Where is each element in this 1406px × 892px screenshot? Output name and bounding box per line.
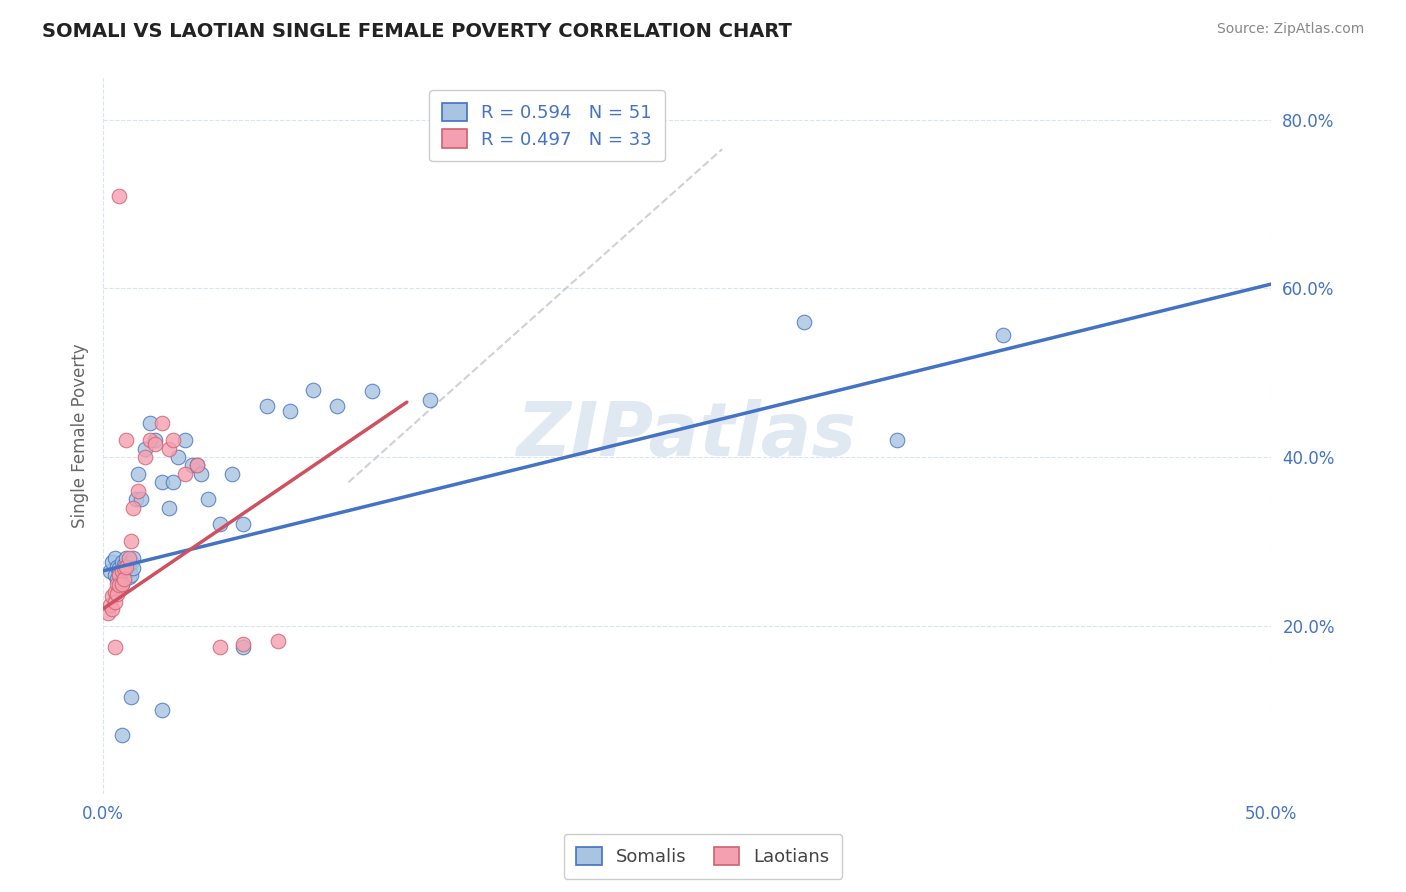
Point [325,400,347,414]
Point [101,602,124,616]
Point [108,578,131,592]
Point [118,559,141,574]
Point [104,640,127,654]
Point [150,416,173,430]
Point [190,467,212,481]
Point [174,433,197,447]
Point [419,392,441,407]
Point [105,587,128,601]
Point [108,561,131,575]
Point [125,492,148,507]
Point [115,433,138,447]
Point [157,500,180,515]
Point [186,458,208,473]
Point [157,442,180,456]
Point [115,551,138,566]
Point [105,576,128,591]
Point [122,500,145,515]
Point [256,400,278,414]
Point [134,442,156,456]
Point [120,534,142,549]
Point [208,640,231,654]
Point [108,566,131,581]
Point [101,589,124,603]
Point [118,570,141,584]
Point [112,572,135,586]
Point [180,458,202,473]
Point [129,492,152,507]
Point [104,568,127,582]
Point [98,598,121,612]
Point [111,556,134,570]
Y-axis label: Single Female Poverty: Single Female Poverty [72,343,89,528]
Point [108,568,131,582]
Point [167,450,190,464]
Point [120,568,142,582]
Point [105,572,128,586]
Point [108,188,131,202]
Point [112,570,135,584]
Point [360,384,382,399]
Point [97,606,120,620]
Point [221,467,243,481]
Point [186,458,208,473]
Point [115,559,138,574]
Point [150,703,173,717]
Point [118,551,141,566]
Point [267,633,290,648]
Point [232,517,254,532]
Point [122,551,145,566]
Point [104,585,127,599]
Point [127,483,149,498]
Point [174,467,197,481]
Point [111,728,134,742]
Point [991,327,1014,342]
Point [104,595,127,609]
Legend: R = 0.594   N = 51, R = 0.497   N = 33: R = 0.594 N = 51, R = 0.497 N = 33 [429,90,665,161]
Legend: Somalis, Laotians: Somalis, Laotians [564,834,842,879]
Point [208,517,231,532]
Point [112,561,135,575]
Point [134,450,156,464]
Point [302,383,325,397]
Point [139,416,162,430]
Point [105,559,128,574]
Point [143,433,166,447]
Point [162,433,184,447]
Point [197,492,219,507]
Point [143,437,166,451]
Point [98,564,121,578]
Text: SOMALI VS LAOTIAN SINGLE FEMALE POVERTY CORRELATION CHART: SOMALI VS LAOTIAN SINGLE FEMALE POVERTY … [42,22,792,41]
Point [232,640,254,654]
Point [150,475,173,490]
Point [122,561,145,575]
Point [139,433,162,447]
Point [115,566,138,581]
Point [793,315,815,329]
Point [232,637,254,651]
Point [104,551,127,566]
Point [101,556,124,570]
Point [278,403,301,417]
Point [120,556,142,570]
Text: Source: ZipAtlas.com: Source: ZipAtlas.com [1216,22,1364,37]
Point [886,433,908,447]
Text: ZIPatlas: ZIPatlas [517,400,858,473]
Point [111,576,134,591]
Point [111,576,134,591]
Point [112,558,135,572]
Point [162,475,184,490]
Point [111,564,134,578]
Point [120,690,142,705]
Point [127,467,149,481]
